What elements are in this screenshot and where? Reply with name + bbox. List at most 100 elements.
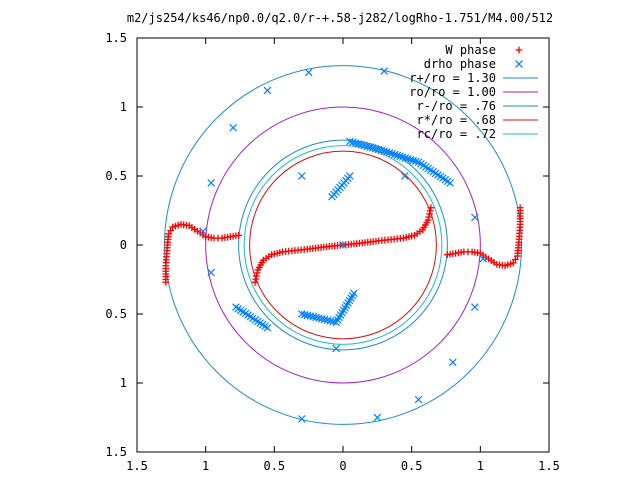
drho-phase-point xyxy=(409,156,418,165)
w-phase-point xyxy=(424,216,432,224)
drho-phase-point xyxy=(449,358,457,367)
drho-phase-point xyxy=(229,123,237,132)
legend-label: W phase xyxy=(445,43,496,57)
drho-phase-point xyxy=(371,144,380,153)
drho-phase-point xyxy=(315,314,323,322)
drho-phase-point xyxy=(398,153,407,161)
drho-phase-point xyxy=(366,143,374,151)
drho-phase-point xyxy=(377,146,386,155)
drho-phase-point xyxy=(297,172,306,180)
x-tick-labels: 1.5 1 0.5 0 0.5 1 1.5 xyxy=(126,459,560,473)
w-phase-point xyxy=(165,230,172,238)
drho-phase-point xyxy=(414,395,423,404)
drho-phase-point xyxy=(354,140,363,148)
w-phase-point xyxy=(252,275,260,283)
y-tick-label: 1 xyxy=(120,376,127,390)
drho-phase-point xyxy=(360,141,368,150)
x-tick-label: 1 xyxy=(477,459,484,473)
drho-phase-point xyxy=(312,313,320,322)
drho-phase-point xyxy=(373,413,382,422)
y-tick-label: 0 xyxy=(120,238,127,252)
w-phase-point xyxy=(253,272,260,280)
drho-phase-point xyxy=(380,67,389,75)
data-series xyxy=(162,67,524,423)
drho-phase-point xyxy=(374,145,383,154)
legend-label: drho phase xyxy=(424,57,496,71)
w-phase-point xyxy=(253,269,261,277)
drho-phase-point xyxy=(396,152,404,161)
drho-phase-point xyxy=(320,315,329,324)
circle-r-ro-76 xyxy=(238,139,448,351)
w-phase-point xyxy=(235,231,243,239)
legend-swatch xyxy=(515,46,523,54)
series-drho-phase xyxy=(199,67,487,423)
drho-phase-point xyxy=(326,317,335,325)
drho-phase-point xyxy=(304,68,313,77)
legend-label: r+/ro = 1.30 xyxy=(409,71,496,85)
drho-phase-point xyxy=(404,154,412,163)
drho-phase-point xyxy=(471,303,479,311)
drho-phase-point xyxy=(479,254,487,263)
drho-phase-point xyxy=(263,86,272,95)
series-w-phase xyxy=(162,204,524,286)
y-tick-label: 1 xyxy=(120,100,127,114)
drho-phase-point xyxy=(383,148,391,156)
drho-phase-point xyxy=(303,311,312,320)
axis-ticks xyxy=(136,37,550,453)
x-tick-label: 1.5 xyxy=(126,459,148,473)
drho-phase-point xyxy=(306,312,315,320)
circle-ro-ro-1-00 xyxy=(205,106,481,384)
drho-phase-point xyxy=(323,316,332,325)
w-phase-point xyxy=(511,256,519,263)
drho-phase-point xyxy=(199,227,207,236)
x-tick-label: 0.5 xyxy=(263,459,285,473)
drho-phase-point xyxy=(348,138,357,147)
circle-rc-ro-72 xyxy=(243,145,443,345)
x-tick-label: 0 xyxy=(339,459,346,473)
drho-phase-point xyxy=(385,149,394,157)
drho-phase-point xyxy=(400,172,409,180)
drho-phase-point xyxy=(300,310,309,319)
legend-swatch xyxy=(515,60,523,68)
drho-phase-point xyxy=(390,150,399,159)
drho-phase-point xyxy=(350,289,358,298)
drho-phase-point xyxy=(207,268,215,277)
legend-label: ro/ro = 1.00 xyxy=(409,85,496,99)
w-phase-point xyxy=(426,210,433,218)
drho-phase-point xyxy=(318,315,326,323)
drho-phase-point xyxy=(393,151,402,160)
drho-phase-point xyxy=(207,179,215,187)
w-phase-point xyxy=(509,259,517,267)
drho-phase-point xyxy=(297,415,306,423)
w-phase-point xyxy=(251,278,259,286)
drho-phase-point xyxy=(297,310,306,318)
drho-phase-point xyxy=(309,312,318,321)
drho-phase-point xyxy=(232,303,240,311)
x-tick-label: 0.5 xyxy=(401,459,423,473)
w-phase-point xyxy=(427,204,435,212)
x-tick-label: 1 xyxy=(202,459,209,473)
drho-phase-point xyxy=(401,154,410,162)
y-tick-labels: 1.5 1 0.5 0 0.5 1 1.5 xyxy=(105,31,127,459)
drho-phase-point xyxy=(406,155,415,164)
circle-r-ro-68 xyxy=(249,150,437,340)
drho-phase-point xyxy=(332,344,340,353)
y-tick-label: 0.5 xyxy=(105,169,127,183)
drho-phase-point xyxy=(363,142,371,151)
w-phase-point xyxy=(426,207,434,215)
drho-phase-point xyxy=(351,139,360,147)
drho-phase-point xyxy=(471,213,479,222)
w-phase-point xyxy=(425,213,433,221)
chart-title: m2/js254/ks46/np0.0/q2.0/r-+.58-j282/log… xyxy=(127,11,553,25)
w-phase-point xyxy=(167,227,175,234)
drho-phase-point xyxy=(446,179,454,187)
drho-phase-point xyxy=(388,149,396,158)
drho-phase-point xyxy=(368,144,377,152)
legend-label: rc/ro = .72 xyxy=(417,127,496,141)
legend-label: r*/ro = .68 xyxy=(417,113,496,127)
drho-phase-point xyxy=(339,241,347,249)
drho-phase-point xyxy=(346,172,354,180)
drho-phase-point xyxy=(346,137,354,146)
